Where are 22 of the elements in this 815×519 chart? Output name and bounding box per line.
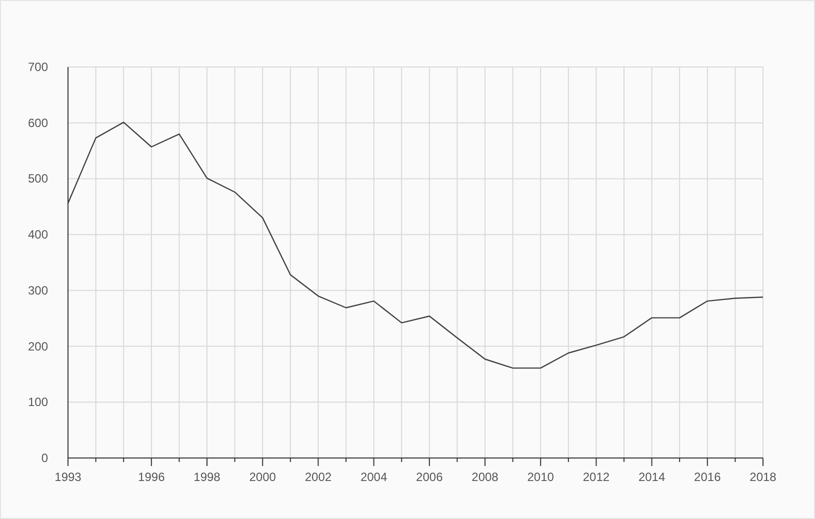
y-tick-label: 200: [28, 339, 48, 354]
x-tick-label: 2016: [694, 470, 722, 484]
x-tick-label: 2000: [249, 470, 276, 484]
y-tick-label: 300: [28, 283, 48, 298]
x-tick-label: 1996: [138, 470, 166, 484]
y-tick-label: 600: [28, 116, 48, 130]
x-tick-label: 1998: [194, 470, 221, 484]
x-tick-label: 2008: [472, 470, 499, 484]
y-tick-label: 400: [28, 228, 48, 242]
line-series: [67, 122, 764, 369]
y-tick-label: 700: [28, 60, 48, 74]
x-tick-label: 2010: [527, 470, 554, 484]
x-tick-label: 2006: [416, 470, 444, 484]
x-tick-label: 2012: [582, 470, 610, 484]
x-tick-label: 1993: [54, 470, 82, 484]
x-tick-label: 2014: [638, 470, 666, 484]
x-tick-label: 2004: [360, 470, 388, 484]
y-tick-label: 100: [28, 395, 48, 410]
x-tick-label: 2002: [304, 470, 332, 484]
y-tick-label: 500: [28, 172, 48, 186]
x-tick-label: 2018: [750, 470, 777, 484]
y-tick-label: 0: [41, 451, 48, 465]
